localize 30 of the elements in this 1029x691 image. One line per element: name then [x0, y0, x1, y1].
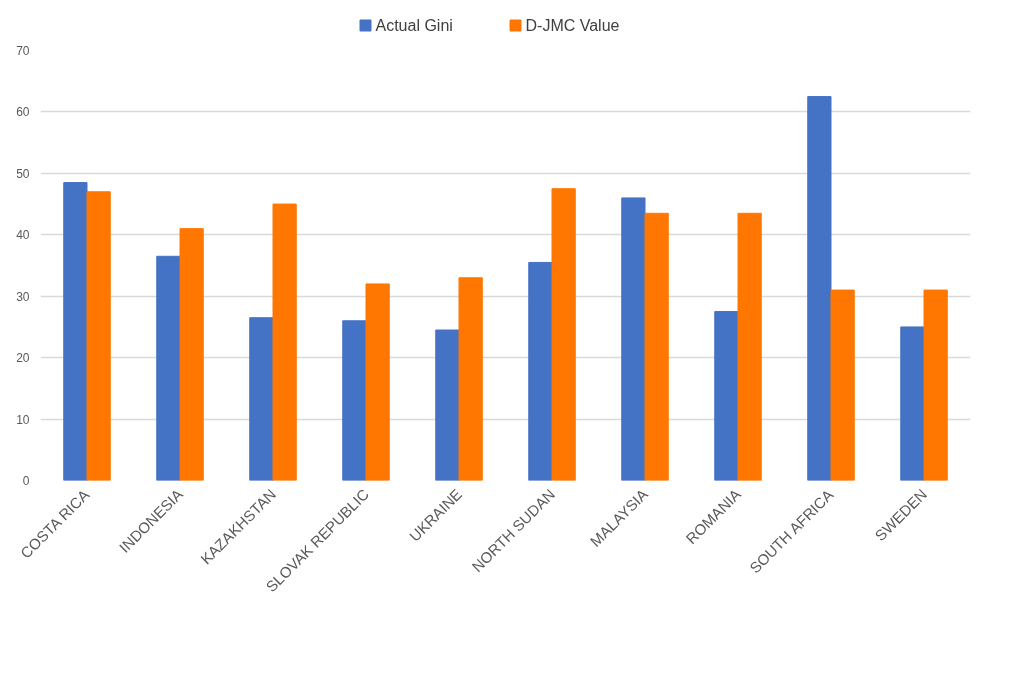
bar: [342, 320, 367, 481]
bar: [365, 283, 390, 481]
bar: [644, 212, 669, 481]
legend-label: D-JMC Value: [525, 17, 620, 34]
y-tick-label: 10: [16, 412, 30, 427]
bar: [528, 261, 553, 481]
bar: [714, 311, 739, 481]
bar: [900, 326, 925, 481]
y-tick-label: 50: [16, 166, 30, 181]
legend-label: Actual Gini: [375, 17, 453, 34]
bar: [249, 317, 274, 481]
bar: [923, 289, 948, 481]
y-tick-label: 0: [22, 474, 30, 488]
bar: [179, 228, 204, 481]
bar: [272, 203, 297, 481]
bar: [551, 188, 576, 481]
bar: [737, 212, 762, 481]
bar: [458, 277, 483, 481]
bar: [807, 96, 832, 481]
y-tick-label: 40: [16, 228, 30, 243]
bar: [63, 182, 88, 481]
bar: [156, 255, 181, 481]
bar: [621, 197, 646, 481]
y-tick-label: 70: [16, 44, 30, 58]
bar: [86, 191, 111, 481]
y-tick-label: 20: [16, 351, 30, 366]
y-tick-label: 60: [16, 105, 30, 120]
bar: [435, 329, 460, 481]
y-tick-label: 30: [16, 289, 30, 304]
bar: [830, 289, 855, 481]
